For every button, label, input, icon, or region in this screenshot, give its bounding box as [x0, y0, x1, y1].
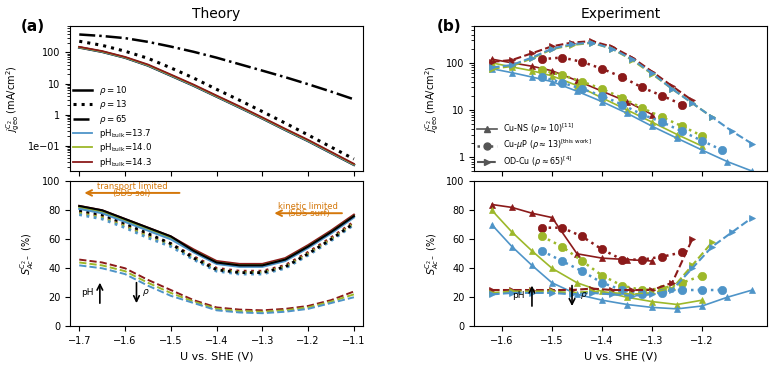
Text: transport limited: transport limited — [97, 182, 167, 191]
Text: (b): (b) — [436, 19, 461, 34]
Y-axis label: $j^{C_2}_\mathregular{geo}$ (mA/cm$^2$): $j^{C_2}_\mathregular{geo}$ (mA/cm$^2$) — [5, 65, 23, 132]
Legend: Cu-NS ($\rho\approx10)^{[11]}$, Cu-$\mu$P ($\rho\approx13)^{[\mathregular{this\ : Cu-NS ($\rho\approx10)^{[11]}$, Cu-$\mu$… — [477, 122, 592, 169]
Text: pH: pH — [512, 291, 524, 300]
Text: kinetic limited: kinetic limited — [278, 202, 338, 211]
Text: (SDS-surf): (SDS-surf) — [287, 209, 330, 218]
Y-axis label: $S^{C_2}_{Ac^-}$ (%): $S^{C_2}_{Ac^-}$ (%) — [19, 232, 37, 275]
Legend: $\rho=10$, $\rho=13$, $\rho=65$, pH$_\mathregular{bulk}$=13.7, pH$_\mathregular{: $\rho=10$, $\rho=13$, $\rho=65$, pH$_\ma… — [72, 84, 152, 169]
X-axis label: U vs. SHE (V): U vs. SHE (V) — [584, 351, 657, 361]
Text: (SDS-sol): (SDS-sol) — [113, 189, 151, 198]
Title: Theory: Theory — [192, 7, 241, 21]
Text: $\rho$: $\rho$ — [143, 287, 150, 298]
Title: Experiment: Experiment — [580, 7, 661, 21]
Text: $\rho$: $\rho$ — [580, 290, 587, 302]
X-axis label: U vs. SHE (V): U vs. SHE (V) — [180, 351, 253, 361]
Text: pH: pH — [82, 288, 94, 297]
Y-axis label: $j^{C_2}_\mathregular{geo}$ (mA/cm$^2$): $j^{C_2}_\mathregular{geo}$ (mA/cm$^2$) — [423, 65, 441, 132]
Y-axis label: $S^{C_2}_{Ac^-}$ (%): $S^{C_2}_{Ac^-}$ (%) — [423, 232, 441, 275]
Text: (a): (a) — [20, 19, 44, 34]
